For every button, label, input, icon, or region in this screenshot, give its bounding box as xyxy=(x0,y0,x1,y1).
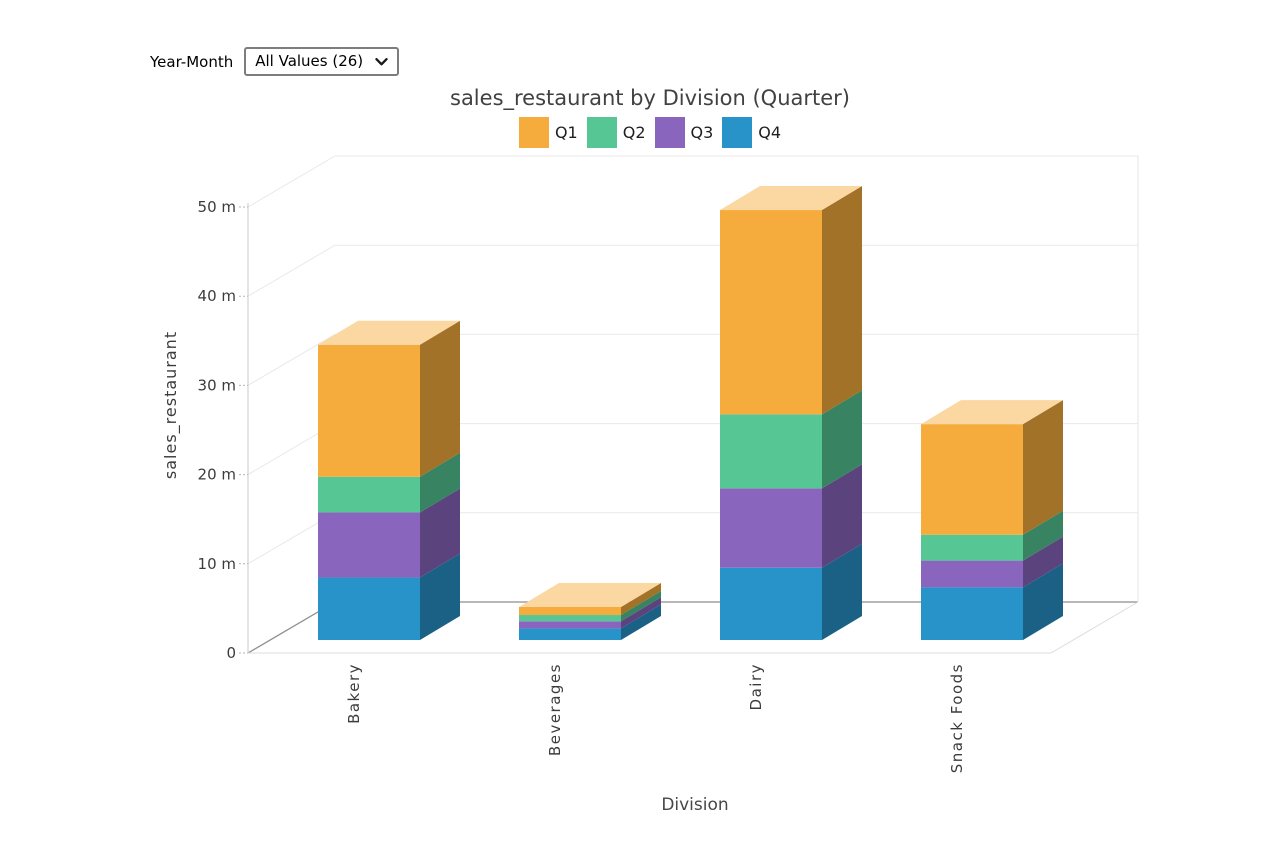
bar-side-beverages-q3[interactable] xyxy=(621,597,661,629)
gridline xyxy=(247,244,1138,297)
legend-swatch-q2 xyxy=(586,117,617,148)
bar-side-beverages-q1[interactable] xyxy=(621,582,661,616)
bar-segment-bakery-q1[interactable] xyxy=(318,344,420,477)
gridline xyxy=(247,155,1138,208)
bar-top-bakery[interactable] xyxy=(318,320,460,345)
year-month-select-value: All Values (26) xyxy=(255,52,364,70)
y-tick-label: 20 m xyxy=(198,466,236,484)
bar-segment-dairy-q2[interactable] xyxy=(720,414,822,489)
legend-swatch-q4 xyxy=(722,117,753,148)
legend-label: Q4 xyxy=(758,123,782,142)
chevron-down-icon xyxy=(375,57,388,66)
bar-side-dairy-q2[interactable] xyxy=(822,390,862,489)
y-tick-label: 0 xyxy=(226,644,236,662)
bar-segment-dairy-q4[interactable] xyxy=(720,567,822,640)
bar-side-dairy-q4[interactable] xyxy=(822,543,862,640)
bar-segment-snack-foods-q1[interactable] xyxy=(921,424,1023,535)
bar-segment-snack-foods-q2[interactable] xyxy=(921,534,1023,561)
bar-side-bakery-q3[interactable] xyxy=(420,488,460,578)
bar-side-bakery-q4[interactable] xyxy=(420,553,460,640)
legend-item-q3[interactable]: Q3 xyxy=(654,117,714,148)
x-category-label-bakery: Bakery xyxy=(345,663,363,724)
bar-side-snack-foods-q3[interactable] xyxy=(1023,536,1063,588)
y-tick-label: 10 m xyxy=(198,555,236,573)
bar-side-beverages-q2[interactable] xyxy=(621,591,661,622)
bar-side-bakery-q1[interactable] xyxy=(420,320,460,477)
bar-side-dairy-q3[interactable] xyxy=(822,464,862,568)
bar-side-snack-foods-q1[interactable] xyxy=(1023,400,1063,535)
year-month-select[interactable]: All Values (26) xyxy=(244,47,400,76)
bar-segment-snack-foods-q4[interactable] xyxy=(921,587,1023,640)
bar-segment-bakery-q2[interactable] xyxy=(318,476,420,513)
bar-top-beverages[interactable] xyxy=(519,582,661,607)
bar-side-beverages-q4[interactable] xyxy=(621,604,661,640)
bar-top-snack-foods[interactable] xyxy=(921,400,1063,425)
bar-side-bakery-q2[interactable] xyxy=(420,452,460,513)
x-category-label-snack-foods: Snack Foods xyxy=(948,663,966,773)
year-month-filter: Year-Month All Values (26) xyxy=(150,47,400,76)
legend-item-q4[interactable]: Q4 xyxy=(722,117,781,148)
legend-item-q2[interactable]: Q2 xyxy=(586,117,646,148)
bar-side-snack-foods-q4[interactable] xyxy=(1023,563,1063,640)
bar-segment-beverages-q4[interactable] xyxy=(519,628,621,640)
legend: Q1 Q2 Q3 Q4 xyxy=(150,117,1150,148)
bar-segment-bakery-q3[interactable] xyxy=(318,512,420,578)
bar-segment-snack-foods-q3[interactable] xyxy=(921,560,1023,588)
bar-side-dairy-q1[interactable] xyxy=(822,186,862,415)
y-tick-label: 50 m xyxy=(198,198,236,216)
bar-segment-bakery-q4[interactable] xyxy=(318,577,420,640)
year-month-filter-label: Year-Month xyxy=(150,52,234,71)
legend-label: Q3 xyxy=(690,123,714,142)
x-axis-title: Division xyxy=(661,795,728,815)
legend-label: Q1 xyxy=(554,123,578,142)
gridline xyxy=(247,333,1138,386)
bar-segment-beverages-q1[interactable] xyxy=(519,606,621,616)
bar-top-dairy[interactable] xyxy=(720,186,862,211)
bar-segment-dairy-q3[interactable] xyxy=(720,488,822,568)
chart-title: sales_restaurant by Division (Quarter) xyxy=(450,86,850,110)
bar-segment-dairy-q1[interactable] xyxy=(720,210,822,415)
bar-segment-beverages-q2[interactable] xyxy=(519,615,621,622)
bar-side-snack-foods-q2[interactable] xyxy=(1023,510,1063,561)
y-tick-label: 30 m xyxy=(198,376,236,394)
y-axis-title: sales_restaurant xyxy=(161,331,181,479)
x-category-label-beverages: Beverages xyxy=(546,663,564,756)
legend-label: Q2 xyxy=(622,123,646,142)
legend-item-q1[interactable]: Q1 xyxy=(518,117,578,148)
legend-swatch-q1 xyxy=(518,117,549,148)
x-category-label-dairy: Dairy xyxy=(747,663,765,710)
y-tick-label: 40 m xyxy=(198,287,236,305)
floor-right-edge xyxy=(1050,601,1139,654)
bar-segment-beverages-q3[interactable] xyxy=(519,621,621,629)
legend-swatch-q3 xyxy=(654,117,685,148)
